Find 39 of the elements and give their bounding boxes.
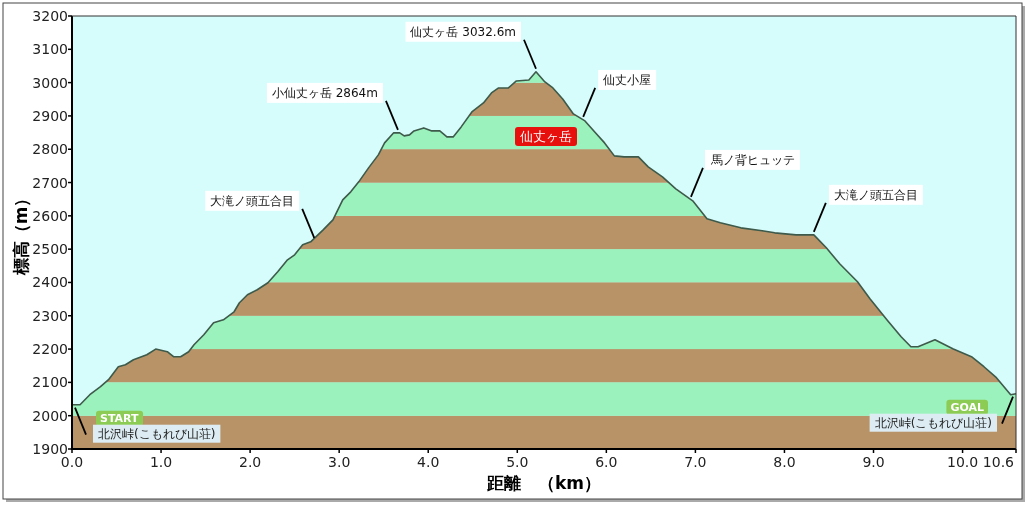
x-tick-label: 5.0 — [506, 454, 529, 470]
x-tick-label: 4.0 — [417, 454, 440, 470]
y-tick-label: 2200 — [32, 341, 68, 358]
y-tick-label: 2900 — [32, 107, 68, 124]
y-tick-label: 2500 — [32, 241, 68, 258]
annotation: START — [100, 411, 140, 425]
y-tick-label: 2600 — [32, 207, 68, 224]
y-tick-label: 2300 — [32, 307, 68, 324]
x-tick-label: 7.0 — [684, 454, 707, 470]
annotation: 北沢峠(こもれび山荘) — [874, 415, 992, 430]
x-tick-label: 9.0 — [862, 454, 885, 470]
x-tick-label: 10.0 — [946, 454, 979, 470]
x-tick-label: 3.0 — [328, 454, 351, 470]
y-tick-label: 3000 — [32, 74, 68, 91]
annotation: 北沢峠(こもれび山荘) — [98, 426, 216, 441]
annotation: 仙丈小屋 — [603, 72, 652, 87]
x-axis-title: 距離 （km） — [485, 473, 602, 493]
y-tick-label: 2700 — [32, 174, 68, 191]
y-tick-label: 2100 — [32, 374, 68, 391]
annotation: 小仙丈ヶ岳 2864m — [271, 85, 378, 100]
annotation: 仙丈ヶ岳 3032.6m — [410, 24, 516, 39]
x-tick-label: 1.0 — [149, 454, 173, 470]
x-tick-label: 8.0 — [773, 454, 796, 470]
y-tick-label: 2400 — [32, 274, 68, 291]
text: 仙丈ヶ岳 — [520, 129, 572, 144]
y-tick-label: 2800 — [32, 141, 68, 158]
x-tick-label: 6.0 — [595, 454, 618, 470]
y-axis-title: 標高（m） — [11, 189, 31, 277]
annotation: 大滝ノ頭五合目 — [210, 193, 295, 208]
y-tick-label: 3200 — [32, 8, 68, 24]
y-tick-label: 1900 — [32, 441, 68, 457]
x-tick-label: 0.0 — [60, 454, 84, 470]
y-tick-label: 2000 — [32, 407, 68, 424]
x-tick-label: 10.6 — [982, 454, 1015, 470]
annotation: 馬ノ背ヒュッテ — [709, 152, 795, 167]
annotation: 大滝ノ頭五合目 — [833, 187, 918, 202]
x-tick-label: 2.0 — [238, 454, 262, 470]
annotation: GOAL — [950, 400, 984, 414]
y-tick-label: 3100 — [32, 41, 68, 58]
